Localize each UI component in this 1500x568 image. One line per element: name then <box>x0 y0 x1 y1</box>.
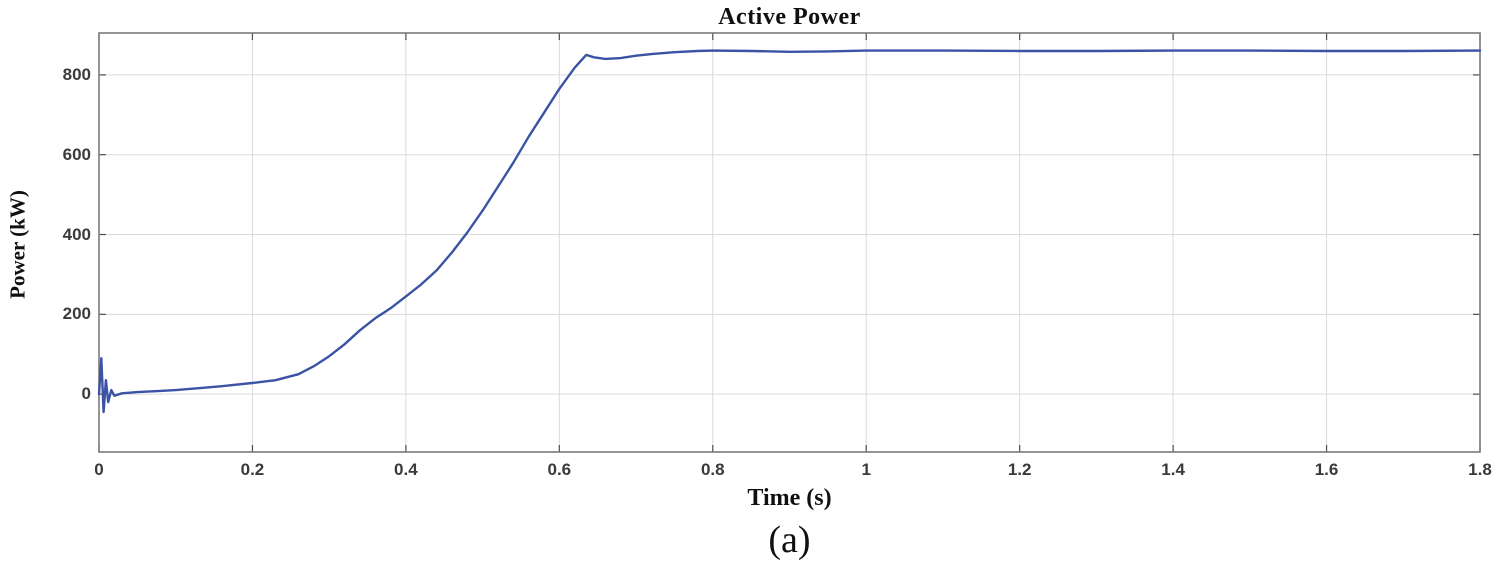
x-tick-label: 1 <box>861 460 871 479</box>
x-axis-label: Time (s) <box>747 485 832 511</box>
x-tick-label: 1.8 <box>1468 460 1492 479</box>
y-tick-label: 0 <box>81 384 91 404</box>
x-tick-label: 0.6 <box>547 460 572 479</box>
x-tick-label: 0 <box>94 460 104 479</box>
x-tick-label: 0.2 <box>240 460 265 479</box>
series-line <box>97 49 1482 414</box>
y-tick-label: 800 <box>62 64 91 84</box>
x-tick-label: 0.4 <box>394 460 418 479</box>
x-tick-label: 1.4 <box>1161 460 1185 479</box>
x-tick-label: 0.8 <box>700 460 725 479</box>
chart-title: Active Power <box>718 4 861 30</box>
x-tick-label: 1.2 <box>1007 460 1032 479</box>
axis-box <box>98 32 1481 453</box>
figure-caption: (a) <box>768 519 811 561</box>
y-tick-label: 400 <box>62 224 91 244</box>
y-tick-label: 200 <box>62 304 91 324</box>
x-tick-label: 1.6 <box>1314 460 1339 479</box>
y-tick-label: 600 <box>62 144 91 164</box>
